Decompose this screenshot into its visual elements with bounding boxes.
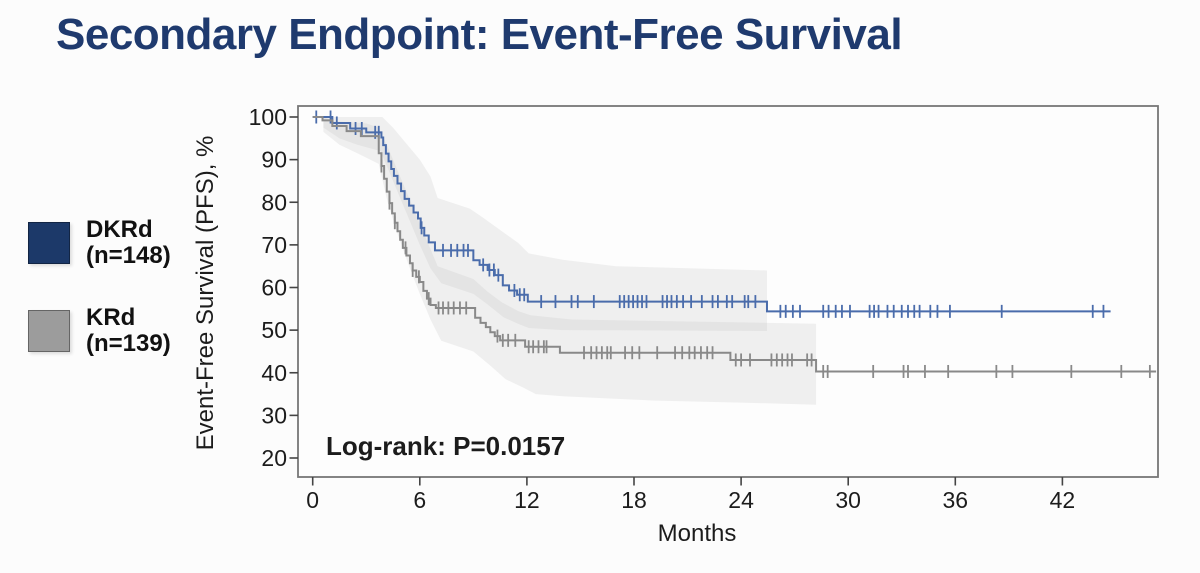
- y-axis-tick-label: 40: [261, 360, 287, 386]
- dkrd-swatch: [28, 222, 70, 264]
- x-axis-tick-label: 42: [1050, 487, 1076, 513]
- y-axis-tick-label: 90: [261, 147, 287, 173]
- x-axis-tick-label: 6: [413, 487, 426, 513]
- krd-n: (n=139): [86, 330, 171, 357]
- x-axis-tick-label: 36: [943, 487, 969, 513]
- x-axis-tick-label: 12: [514, 487, 540, 513]
- y-axis-title: Event-Free Survival (PFS), %: [192, 136, 219, 451]
- krd-legend-label: KRd (n=139): [86, 305, 171, 357]
- page-title: Secondary Endpoint: Event-Free Survival: [56, 10, 903, 59]
- y-axis-tick-label: 60: [261, 275, 287, 301]
- y-axis-tick-label: 50: [261, 317, 287, 343]
- krd-swatch: [28, 310, 70, 352]
- dkrd-legend-label: DKRd (n=148): [86, 217, 171, 269]
- dkrd-curve: [312, 116, 1111, 313]
- y-axis-tick-label: 30: [261, 402, 287, 428]
- y-axis-tick-label: 80: [261, 189, 287, 215]
- x-axis-tick-label: 24: [728, 487, 754, 513]
- x-axis-tick-label: 0: [306, 487, 319, 513]
- dkrd-confidence-band: [323, 117, 767, 331]
- x-axis-tick-label: 18: [621, 487, 647, 513]
- krd-name: KRd: [86, 304, 136, 331]
- krd-confidence-band: [323, 117, 817, 405]
- x-axis-title: Months: [658, 520, 737, 547]
- legend-item-krd: KRd (n=139): [28, 305, 171, 357]
- dkrd-n: (n=148): [86, 242, 171, 269]
- y-axis-tick-label: 20: [261, 445, 287, 471]
- legend-item-dkrd: DKRd (n=148): [28, 217, 171, 269]
- y-axis-tick-label: 70: [261, 232, 287, 258]
- plot-area: [298, 106, 1158, 477]
- y-axis-tick-label: 100: [249, 104, 287, 130]
- logrank-annotation: Log-rank: P=0.0157: [326, 431, 565, 461]
- legend: DKRd (n=148) KRd (n=139): [28, 217, 171, 357]
- dkrd-name: DKRd: [86, 216, 153, 243]
- plot-box: [297, 105, 1159, 478]
- x-axis-tick-label: 30: [835, 487, 861, 513]
